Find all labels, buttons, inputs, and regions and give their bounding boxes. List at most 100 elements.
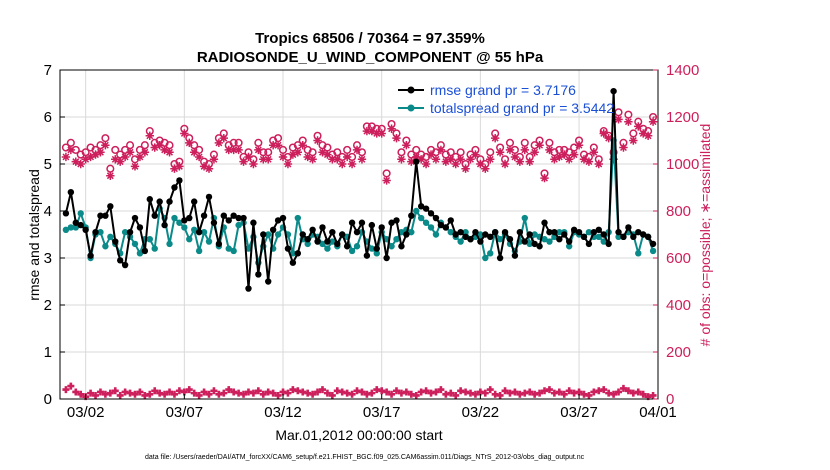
obs-rejected-point bbox=[195, 391, 203, 399]
rmse-point bbox=[151, 212, 158, 219]
rmse-point bbox=[536, 243, 543, 250]
obs-count-markers bbox=[61, 108, 658, 401]
obs-assimilated-point bbox=[328, 155, 337, 164]
obs-rejected-point bbox=[565, 387, 573, 395]
obs-assimilated-point bbox=[535, 141, 544, 150]
rmse-point bbox=[186, 214, 193, 222]
obs-rejected-point bbox=[624, 387, 632, 395]
obs-assimilated-point bbox=[313, 136, 322, 145]
totalspread-point bbox=[496, 236, 504, 243]
totalspread-point bbox=[195, 247, 203, 255]
obs-assimilated-point bbox=[288, 150, 298, 159]
rmse-point bbox=[112, 238, 119, 245]
y-tick-label-left-3: 3 bbox=[44, 250, 52, 267]
obs-assimilated-point bbox=[264, 155, 273, 164]
obs-rejected-point bbox=[348, 390, 356, 398]
obs-possible-point bbox=[486, 148, 495, 157]
rmse-point bbox=[235, 214, 242, 222]
totalspread-point bbox=[373, 250, 380, 257]
rmse-point bbox=[274, 217, 282, 224]
rmse-point bbox=[121, 261, 129, 269]
rmse-point bbox=[635, 228, 642, 236]
obs-rejected-point bbox=[585, 391, 593, 399]
obs-possible-point bbox=[382, 169, 391, 178]
rmse-point bbox=[561, 231, 568, 238]
obs-possible-point bbox=[614, 108, 623, 117]
rmse-point bbox=[413, 158, 420, 165]
rmse-point bbox=[260, 231, 267, 238]
rmse-point bbox=[452, 231, 459, 238]
y-tick-label-left-4: 4 bbox=[44, 203, 52, 220]
obs-possible-point bbox=[254, 138, 263, 147]
rmse-point bbox=[388, 219, 395, 226]
totalspread-point bbox=[521, 214, 528, 222]
rmse-point bbox=[353, 228, 361, 236]
obs-rejected-point bbox=[432, 388, 440, 396]
x-tick-label-6: 04/01 bbox=[639, 404, 677, 421]
obs-assimilated-point bbox=[293, 148, 303, 157]
obs-rejected-point bbox=[67, 382, 75, 390]
totalspread-point bbox=[230, 247, 237, 255]
totalspread-point bbox=[368, 245, 376, 252]
rmse-point bbox=[556, 236, 563, 243]
obs-assimilated-point bbox=[515, 157, 525, 166]
obs-assimilated-point bbox=[599, 129, 608, 138]
plot-frame bbox=[59, 69, 659, 400]
obs-assimilated-point bbox=[160, 145, 169, 155]
footnote: data file: /Users/raeder/DAI/ATM_forcXX/… bbox=[145, 454, 585, 461]
obs-rejected-point bbox=[92, 391, 100, 399]
obs-rejected-point bbox=[151, 387, 159, 395]
obs-rejected-point bbox=[615, 388, 623, 396]
y-tick-label-right-1400: 1400 bbox=[666, 62, 699, 79]
obs-rejected-point bbox=[368, 389, 376, 397]
y-tick-label-right-1000: 1000 bbox=[666, 156, 699, 173]
rmse-point bbox=[92, 228, 99, 236]
totalspread-point bbox=[447, 228, 454, 236]
rmse-point bbox=[373, 245, 380, 252]
obs-rejected-point bbox=[392, 387, 400, 395]
obs-rejected-point bbox=[274, 391, 282, 399]
obs-assimilated-point bbox=[392, 133, 401, 143]
totalspread-point bbox=[427, 224, 435, 231]
totalspread-point bbox=[235, 221, 242, 229]
obs-assimilated-point bbox=[150, 143, 159, 152]
rmse-point bbox=[210, 219, 218, 226]
rmse-point bbox=[565, 238, 573, 245]
obs-possible-point bbox=[343, 145, 352, 154]
rmse-line bbox=[64, 90, 654, 290]
obs-rejected-point bbox=[634, 388, 642, 396]
obs-rejected-point bbox=[536, 389, 544, 397]
obs-possible-point bbox=[397, 148, 406, 157]
obs-assimilated-point bbox=[397, 155, 406, 164]
obs-possible-point bbox=[140, 141, 149, 150]
obs-rejected-point bbox=[471, 390, 479, 398]
obs-assimilated-point bbox=[214, 138, 224, 148]
obs-rejected-point bbox=[496, 391, 504, 399]
obs-possible-point bbox=[545, 138, 554, 147]
obs-possible-point bbox=[101, 134, 110, 143]
obs-assimilated-point bbox=[624, 117, 633, 126]
obs-rejected-point bbox=[210, 387, 218, 395]
rmse-point bbox=[195, 228, 203, 236]
obs-assimilated-point bbox=[619, 143, 628, 152]
rmse-point bbox=[501, 228, 509, 236]
obs-rejected-point bbox=[190, 389, 198, 397]
legend-rmse-marker bbox=[407, 86, 415, 94]
obs-assimilated-point bbox=[278, 152, 288, 162]
obs-assimilated-point bbox=[638, 129, 648, 138]
rmse-point bbox=[496, 254, 504, 262]
totalspread-point bbox=[353, 243, 361, 250]
rmse-point bbox=[639, 231, 647, 238]
obs-assimilated-point bbox=[115, 157, 125, 166]
y-tick-label-left-7: 7 bbox=[44, 62, 52, 79]
totalspread-point bbox=[600, 238, 607, 245]
tick-layer: 0 1 2 3 4 5 6 7 0 200 400 600 800 1000 1200 1400 03/02 03… bbox=[44, 62, 700, 421]
totalspread-point bbox=[595, 233, 602, 241]
obs-rejected-point bbox=[649, 391, 657, 399]
totalspread-point bbox=[171, 214, 178, 222]
rmse-point bbox=[220, 212, 228, 219]
obs-assimilated-point bbox=[209, 155, 219, 164]
y-tick-label-right-200: 200 bbox=[666, 344, 691, 361]
obs-assimilated-point bbox=[194, 152, 204, 162]
